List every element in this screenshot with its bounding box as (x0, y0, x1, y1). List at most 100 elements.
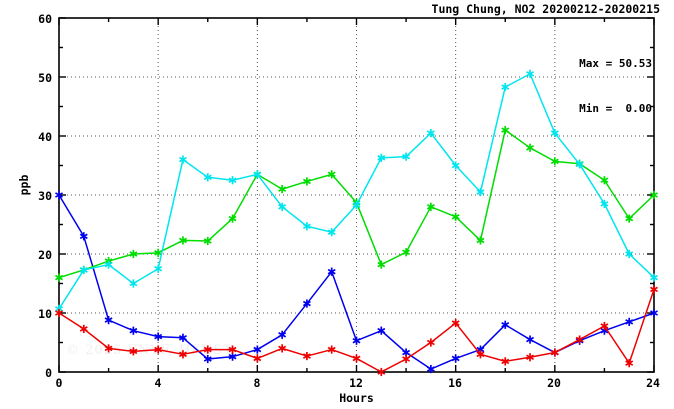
data-point-marker (451, 214, 460, 220)
data-point-marker (476, 237, 485, 244)
data-point-marker (327, 268, 336, 275)
data-point-marker (501, 322, 510, 328)
y-tick-label-60: 60 (38, 12, 52, 26)
data-point-marker (402, 349, 411, 356)
chart-title: Tung Chung, NO2 20200212-20200215 (431, 2, 660, 16)
data-point-marker (253, 171, 262, 178)
data-point-marker (352, 337, 361, 344)
data-point-marker (278, 186, 287, 192)
data-point-marker (650, 192, 658, 198)
data-point-marker (451, 355, 460, 362)
x-tick-label-12: 12 (349, 376, 363, 390)
data-point-marker (352, 355, 361, 362)
data-point-marker (203, 356, 212, 362)
data-point-marker (327, 346, 336, 353)
data-point-marker (451, 320, 460, 326)
data-point-marker (377, 155, 386, 161)
series-20200214 (55, 69, 658, 313)
data-point-marker (402, 249, 411, 256)
data-point-marker (79, 267, 88, 273)
data-point-marker (129, 251, 138, 257)
data-point-marker (501, 127, 510, 133)
data-point-marker (55, 192, 63, 198)
data-point-marker (327, 229, 336, 235)
data-point-marker (501, 358, 510, 365)
data-point-marker (600, 177, 609, 184)
data-point-marker (104, 317, 113, 323)
min-value-label: Min = 0.00 (579, 102, 652, 115)
data-point-marker (154, 265, 163, 272)
data-point-marker (55, 310, 63, 316)
data-point-marker (278, 345, 287, 352)
data-point-marker (129, 348, 138, 355)
data-point-marker (575, 336, 584, 343)
data-point-marker (154, 333, 163, 340)
data-point-marker (650, 310, 658, 316)
data-point-marker (178, 237, 187, 244)
y-tick-label-20: 20 (38, 248, 52, 262)
data-point-marker (526, 145, 535, 151)
series-20200215 (55, 285, 658, 377)
y-tick-label-10: 10 (38, 307, 52, 321)
data-point-marker (650, 286, 658, 293)
data-point-marker (327, 171, 336, 178)
y-tick-label-0: 0 (45, 366, 52, 380)
data-point-marker (600, 323, 609, 329)
data-point-marker (228, 177, 237, 184)
data-point-marker (501, 84, 510, 90)
data-point-marker (600, 201, 609, 207)
data-point-marker (402, 153, 411, 160)
data-point-marker (550, 130, 559, 136)
data-point-marker (178, 351, 187, 358)
data-point-marker (476, 189, 485, 195)
data-point-marker (278, 204, 287, 210)
data-point-marker (278, 332, 287, 338)
data-point-marker (625, 215, 634, 222)
data-point-marker (451, 162, 460, 169)
data-point-marker (203, 346, 212, 353)
data-point-marker (526, 336, 535, 343)
data-point-marker (154, 346, 163, 353)
data-point-marker (228, 353, 237, 360)
data-point-marker (352, 202, 361, 208)
x-tick-label-20: 20 (547, 376, 561, 390)
data-point-marker (79, 326, 88, 332)
y-tick-label-50: 50 (38, 71, 52, 85)
data-point-marker (302, 178, 311, 185)
data-point-marker (55, 306, 63, 312)
data-point-marker (476, 351, 485, 358)
y-tick-label-40: 40 (38, 130, 52, 144)
data-point-marker (104, 261, 113, 268)
data-point-marker (625, 251, 634, 257)
data-point-marker (129, 280, 138, 287)
x-tick-label-24: 24 (646, 376, 660, 390)
x-tick-label-16: 16 (448, 376, 462, 390)
data-point-marker (550, 158, 559, 165)
data-point-marker (575, 161, 584, 168)
data-point-marker (203, 174, 212, 181)
data-point-marker (650, 274, 658, 281)
data-point-marker (302, 353, 311, 359)
data-point-marker (79, 233, 88, 240)
data-point-marker (104, 345, 113, 352)
series-line (58, 73, 655, 310)
data-point-marker (154, 250, 163, 256)
stats-annotation: Max = 50.53 Min = 0.00 (579, 26, 652, 146)
x-axis-label: Hours (339, 391, 374, 405)
x-tick-label-4: 4 (154, 376, 162, 390)
data-point-marker (402, 356, 411, 362)
y-tick-label-30: 30 (38, 189, 52, 203)
x-tick-label-0: 0 (55, 376, 63, 390)
data-point-marker (426, 366, 435, 372)
data-point-marker (253, 355, 262, 362)
data-point-marker (526, 354, 535, 361)
data-point-marker (302, 300, 311, 307)
data-point-marker (129, 327, 138, 334)
data-point-marker (550, 349, 559, 356)
data-point-marker (55, 274, 63, 281)
data-point-marker (377, 327, 386, 334)
data-point-marker (625, 319, 634, 325)
data-point-marker (178, 334, 187, 341)
